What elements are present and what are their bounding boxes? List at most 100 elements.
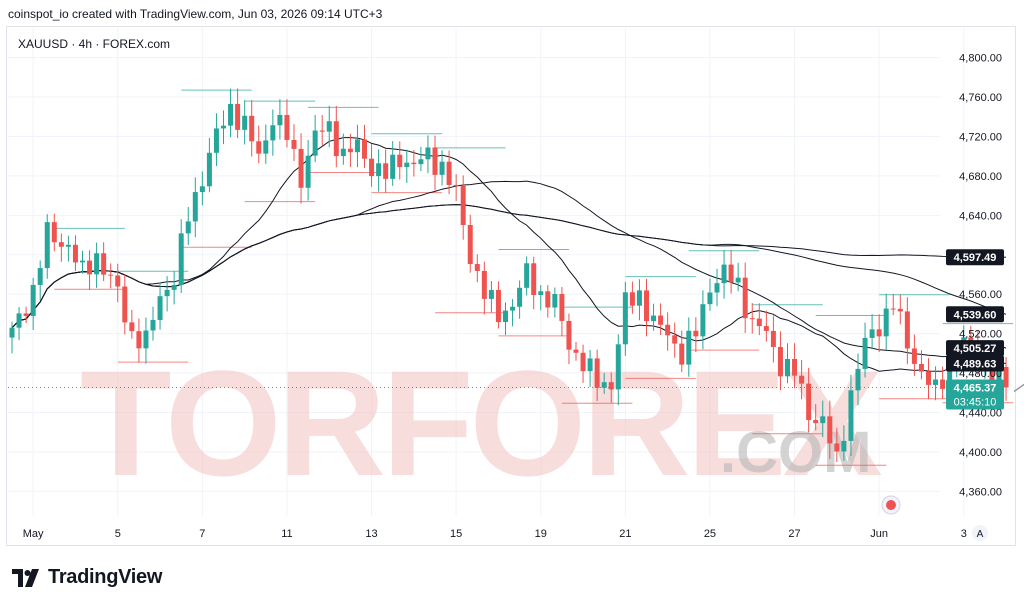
candle-body: [150, 319, 156, 331]
candle-body: [460, 185, 466, 225]
candle-body: [221, 125, 226, 129]
tradingview-logo[interactable]: TradingView: [12, 566, 162, 589]
candle-body: [213, 128, 219, 153]
time-tick-label: 15: [450, 528, 462, 540]
candle-body: [249, 115, 255, 142]
candle-body: [362, 139, 367, 159]
candle-body: [665, 324, 671, 336]
candle-body: [277, 114, 283, 126]
candle-body: [573, 349, 579, 353]
candle-body: [777, 346, 783, 377]
auto-scale-icon: [972, 525, 988, 541]
candle-body: [799, 375, 805, 384]
candle-body: [376, 163, 382, 177]
candle-body: [594, 358, 600, 388]
candle-body: [813, 419, 819, 424]
candle-body: [481, 270, 487, 299]
candle-body: [439, 161, 445, 175]
candle-body: [742, 277, 748, 319]
candle-body: [517, 287, 523, 307]
candle-body: [284, 114, 290, 140]
candle-body: [235, 103, 241, 130]
price-marker-label: 4,465.37: [954, 382, 997, 394]
candle-body: [707, 292, 713, 305]
candle-body: [171, 284, 177, 290]
candle-body: [467, 224, 473, 265]
candle-body: [453, 184, 459, 186]
price-marker-label: 4,539.60: [954, 309, 997, 321]
candle-body: [425, 147, 431, 160]
candle-body: [770, 330, 776, 347]
time-tick-label: Jun: [870, 528, 888, 540]
candle-body: [940, 379, 946, 389]
candle-body: [115, 275, 121, 287]
watermark: TORFOREX .COM: [80, 339, 886, 507]
candle-body: [883, 308, 889, 337]
candle-body: [397, 154, 403, 168]
time-tick-label: 13: [365, 528, 377, 540]
candle-body: [580, 352, 586, 372]
candle-body: [714, 283, 720, 293]
price-marker-label: 4,489.63: [954, 359, 997, 371]
candle-body: [749, 318, 755, 320]
time-tick-label: May: [23, 528, 44, 540]
candle-body: [524, 263, 530, 288]
candle-body: [136, 331, 142, 349]
candle-body: [312, 130, 318, 156]
candle-body: [305, 155, 311, 188]
grid-lines: [8, 28, 965, 516]
candle-body: [820, 416, 826, 424]
candle-body: [615, 344, 621, 390]
candle-body: [333, 121, 339, 157]
chart-header: coinspot_io created with TradingView.com…: [8, 7, 383, 21]
candle-body: [686, 330, 692, 365]
candle-body: [792, 358, 798, 376]
price-tick-label: 4,440.00: [959, 407, 1002, 419]
candle-body: [545, 291, 551, 308]
candle-body: [827, 416, 833, 444]
candle-body: [636, 290, 642, 306]
price-tick-label: 4,800.00: [959, 53, 1002, 65]
candle-body: [503, 310, 508, 323]
candle-body: [87, 260, 93, 275]
countdown-label: 03:45:10: [954, 396, 997, 408]
candle-body: [904, 311, 910, 349]
candle-body: [918, 363, 924, 372]
price-tick-label: 4,760.00: [959, 92, 1002, 104]
price-marker-box: [946, 379, 1004, 410]
candle-body: [629, 292, 635, 306]
candle-body: [178, 233, 184, 285]
event-flag-dot: [886, 500, 896, 510]
candle-body: [206, 152, 212, 187]
candle-body: [968, 337, 974, 342]
candle-body: [37, 268, 43, 285]
candle-body: [700, 304, 706, 337]
candle-body: [876, 329, 882, 337]
candle-body: [566, 320, 572, 350]
price-marker-label: 4,597.49: [954, 252, 997, 264]
candle-body: [658, 315, 664, 325]
time-tick-label: 7: [199, 528, 205, 540]
candle-body: [552, 293, 558, 308]
candle-body: [143, 330, 149, 349]
candle-body: [869, 329, 875, 338]
candle-body: [601, 382, 607, 388]
candle-body: [587, 358, 593, 372]
time-tick-label: 19: [535, 528, 547, 540]
candle-body: [735, 277, 741, 283]
candle-body: [446, 161, 452, 185]
candle-body: [1003, 366, 1009, 388]
symbol-label: XAUUSD · 4h · FOREX.com: [18, 37, 170, 51]
candle-body: [926, 371, 931, 385]
price-marker-box: [946, 340, 1004, 357]
candle-body: [834, 443, 840, 452]
time-tick-label: 11: [281, 528, 292, 540]
price-tick-label: 4,720.00: [959, 131, 1002, 143]
candle-body: [890, 308, 896, 310]
candle-body: [608, 382, 614, 390]
candle-body: [263, 140, 269, 154]
time-tick-label: 27: [788, 528, 800, 540]
candle-body: [510, 306, 516, 311]
candle-body: [721, 264, 727, 284]
